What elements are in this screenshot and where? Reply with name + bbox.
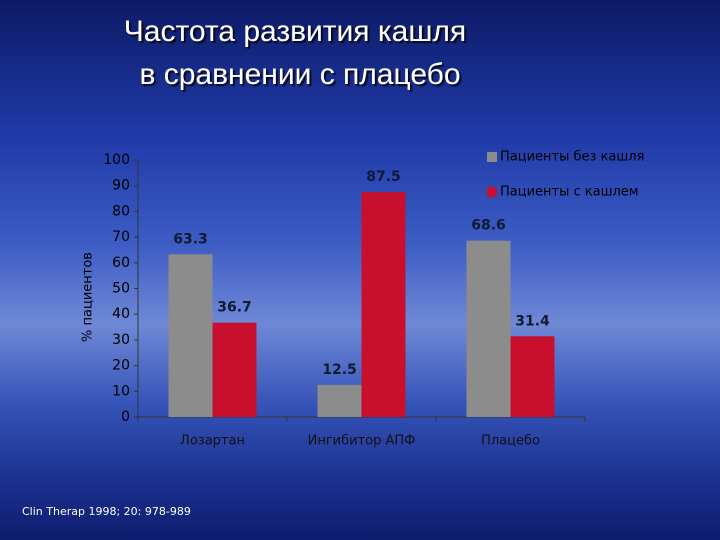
bar [317, 384, 362, 417]
value-label: 87.5 [366, 169, 401, 185]
y-axis-label: % пациентов [81, 252, 96, 342]
y-tick-label: 0 [121, 409, 130, 425]
legend-swatch [487, 152, 497, 162]
value-label: 36.7 [217, 300, 252, 316]
legend-label: Пациенты с кашлем [500, 185, 639, 200]
bar [466, 240, 511, 417]
y-tick-label: 40 [112, 306, 130, 322]
y-tick-label: 80 [112, 203, 130, 219]
y-tick-label: 50 [112, 281, 130, 297]
value-label: 63.3 [173, 231, 208, 247]
title-line: в сравнении с плацебо [139, 58, 460, 91]
y-tick-label: 10 [112, 383, 130, 399]
legend-label: Пациенты без кашля [500, 150, 644, 165]
bar [212, 322, 257, 417]
x-tick-label: Ингибитор АПФ [308, 434, 416, 449]
y-tick-label: 90 [112, 178, 130, 194]
y-tick-label: 60 [112, 255, 130, 271]
y-tick-label: 70 [112, 229, 130, 245]
bar [361, 192, 406, 417]
y-tick-label: 100 [103, 152, 130, 168]
y-tick-label: 30 [112, 332, 130, 348]
title-line: Частота развития кашля [124, 15, 466, 48]
x-tick-label: Лозартан [180, 434, 245, 449]
value-label: 68.6 [471, 218, 506, 234]
bar [510, 336, 555, 417]
y-tick-label: 20 [112, 358, 130, 374]
bar [168, 254, 213, 417]
source: Clin Therap 1998; 20: 978-989 [22, 505, 191, 518]
value-label: 31.4 [515, 313, 550, 329]
value-label: 12.5 [322, 362, 357, 378]
x-tick-label: Плацебо [481, 434, 540, 449]
legend-swatch [487, 187, 497, 197]
